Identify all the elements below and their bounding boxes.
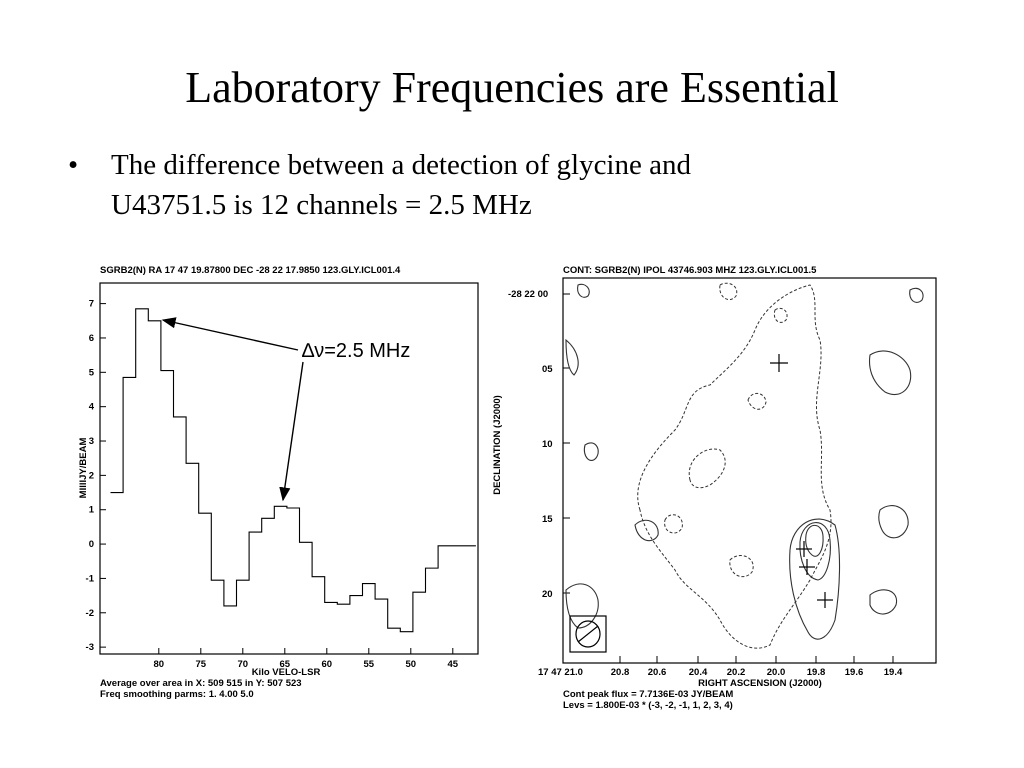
ra-tick-5: 20.0	[767, 667, 786, 678]
x-tick-label: 70	[238, 659, 249, 670]
contour-title: CONT: SGRB2(N) IPOL 43746.903 MHZ 123.GL…	[563, 265, 817, 276]
contour-map: CONT: SGRB2(N) IPOL 43746.903 MHZ 123.GL…	[492, 265, 937, 711]
ra-tick-2: 20.6	[648, 667, 667, 678]
x-tick-label: 45	[448, 659, 459, 670]
ra-tick-6: 19.8	[807, 667, 826, 678]
positive-contours	[565, 283, 924, 640]
ra-tick-7: 19.6	[845, 667, 864, 678]
spectrum-title: SGRB2(N) RA 17 47 19.87800 DEC -28 22 17…	[100, 265, 401, 276]
delta-nu-annotation: ∆ν=2.5 MHz	[302, 340, 411, 362]
spectrum-step-line	[110, 308, 476, 633]
dec-tick-1: 05	[542, 364, 553, 375]
contour-footer-1: Cont peak flux = 7.7136E-03 JY/BEAM	[563, 689, 733, 700]
x-tick-label: 55	[364, 659, 375, 670]
dec-tick-4: 20	[542, 589, 553, 600]
y-tick-label: 6	[89, 333, 94, 344]
y-tick-label: -1	[86, 573, 95, 584]
spectrum-footer-2: Freq smoothing parms: 1. 4.00 5.0	[100, 689, 254, 700]
contour-frame	[562, 277, 937, 664]
spectrum-footer-1: Average over area in X: 509 515 in Y: 50…	[100, 678, 302, 689]
y-tick-label: 0	[89, 539, 94, 550]
spectrum-y-label: MIllIJY/BEAM	[78, 438, 89, 499]
spectrum-x-label: Kilo VELO-LSR	[252, 667, 321, 678]
x-tick-label: 60	[322, 659, 333, 670]
bullet-text: The difference between a detection of gl…	[111, 145, 851, 225]
beam-ellipse	[575, 620, 601, 648]
contour-footer-2: Levs = 1.800E-03 * (-3, -2, -1, 1, 2, 3,…	[563, 700, 733, 711]
ra-tick-1: 20.8	[611, 667, 630, 678]
spectrum-frame	[99, 282, 479, 655]
x-tick-label: 50	[406, 659, 417, 670]
ra-tick-8: 19.4	[884, 667, 903, 678]
y-tick-label: -2	[86, 608, 94, 619]
spectrum-x-ticks: 80 75 70 65 60 55 50 45	[154, 648, 459, 670]
y-tick-label: 3	[89, 436, 94, 447]
dec-axis-label: DECLINATION (J2000)	[492, 395, 503, 495]
y-tick-label: 7	[89, 299, 94, 310]
spectrum-y-ticks: 7 6 5 4 3 2 1 0 -1 -2 -3	[86, 299, 106, 653]
y-tick-label: 5	[89, 367, 95, 378]
y-tick-label: -3	[86, 642, 94, 653]
x-tick-label: 75	[196, 659, 207, 670]
dec-tick-3: 15	[542, 514, 553, 525]
ra-axis-label: RIGHT ASCENSION (J2000)	[698, 678, 822, 689]
arrow-to-peak	[161, 317, 299, 351]
x-tick-label: 65	[280, 659, 291, 670]
dec-tick-0: -28 22 00	[508, 289, 548, 300]
source-markers	[770, 354, 833, 608]
x-tick-label: 80	[154, 659, 165, 670]
dec-tick-2: 10	[542, 439, 553, 450]
slide-title: Laboratory Frequencies are Essential	[185, 63, 839, 112]
negative-contours	[637, 282, 832, 649]
ra-tick-0: 17 47 21.0	[538, 667, 583, 678]
y-tick-label: 1	[89, 505, 95, 516]
arrow-to-second-peak	[279, 361, 304, 502]
bullet-line-2: U43751.5 is 12 channels = 2.5 MHz	[111, 189, 532, 221]
ra-tick-3: 20.4	[689, 667, 708, 678]
y-tick-label: 2	[89, 470, 94, 481]
bullet-line-1: The difference between a detection of gl…	[111, 149, 691, 181]
y-tick-label: 4	[89, 402, 95, 413]
ra-tick-4: 20.2	[727, 667, 746, 678]
spectrum-chart: SGRB2(N) RA 17 47 19.87800 DEC -28 22 17…	[78, 265, 479, 700]
beam-box	[569, 615, 607, 653]
bullet-dot: •	[68, 149, 79, 181]
